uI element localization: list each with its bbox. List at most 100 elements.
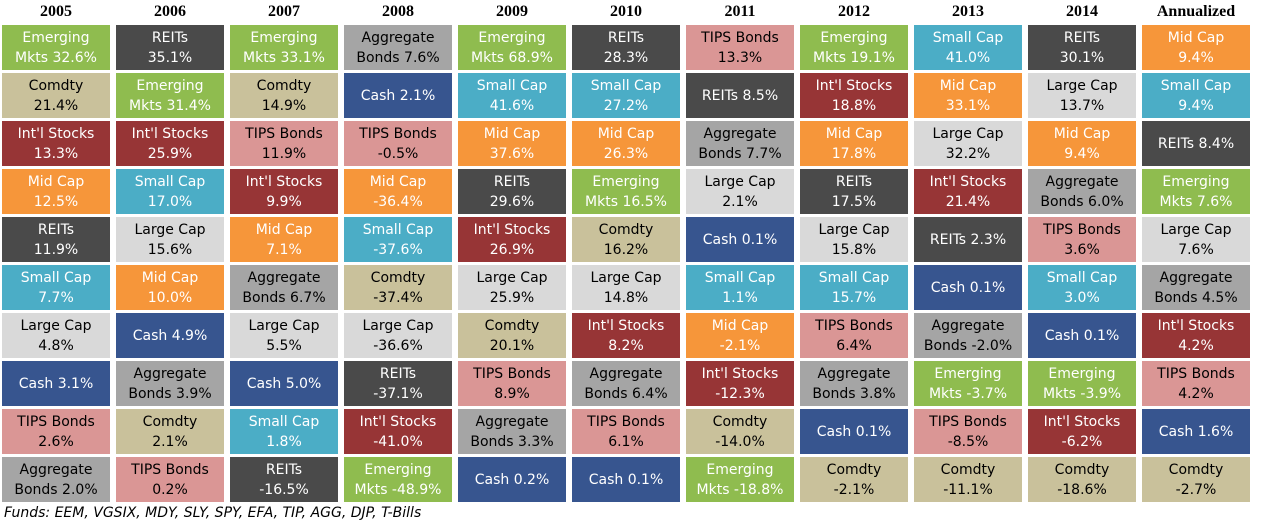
return-cell: Comdty -18.6% [1028, 457, 1136, 502]
return-cell: Large Cap 7.6% [1142, 217, 1250, 262]
return-cell: Aggregate Bonds 7.7% [686, 121, 794, 166]
return-cell: Aggregate Bonds 2.0% [2, 457, 110, 502]
return-cell: Cash 0.2% [458, 457, 566, 502]
column-header-2014: 2014 [1066, 3, 1098, 20]
return-cell: Large Cap 15.6% [116, 217, 224, 262]
return-cell: Cash 0.1% [800, 409, 908, 454]
return-cell: TIPS Bonds 13.3% [686, 25, 794, 70]
return-cell: Small Cap 27.2% [572, 73, 680, 118]
return-cell: Aggregate Bonds 6.4% [572, 361, 680, 406]
column-header-2013: 2013 [952, 3, 984, 20]
column-header-2005: 2005 [40, 3, 72, 20]
return-cell: Mid Cap 12.5% [2, 169, 110, 214]
return-cell: Mid Cap 17.8% [800, 121, 908, 166]
return-cell: Emerging Mkts 19.1% [800, 25, 908, 70]
return-cell: Comdty -37.4% [344, 265, 452, 310]
column-header-annualized: Annualized [1156, 3, 1236, 20]
return-cell: Comdty 16.2% [572, 217, 680, 262]
return-cell: Cash 0.1% [686, 217, 794, 262]
column-header-2007: 2007 [268, 3, 300, 20]
return-cell: Mid Cap -2.1% [686, 313, 794, 358]
return-cell: Emerging Mkts 33.1% [230, 25, 338, 70]
return-cell: Comdty -14.0% [686, 409, 794, 454]
return-cell: REITs 17.5% [800, 169, 908, 214]
return-cell: REITs -37.1% [344, 361, 452, 406]
return-cell: Int'l Stocks 13.3% [2, 121, 110, 166]
return-cell: Emerging Mkts 32.6% [2, 25, 110, 70]
return-cell: Emerging Mkts 31.4% [116, 73, 224, 118]
return-cell: Emerging Mkts -3.9% [1028, 361, 1136, 406]
return-cell: Aggregate Bonds 3.3% [458, 409, 566, 454]
column-header-2011: 2011 [724, 3, 756, 20]
return-cell: Small Cap -37.6% [344, 217, 452, 262]
return-cell: Large Cap 2.1% [686, 169, 794, 214]
return-cell: TIPS Bonds 6.1% [572, 409, 680, 454]
return-cell: Cash 4.9% [116, 313, 224, 358]
return-cell: Small Cap 9.4% [1142, 73, 1250, 118]
return-cell: Int'l Stocks 4.2% [1142, 313, 1250, 358]
return-cell: Mid Cap 37.6% [458, 121, 566, 166]
return-cell: Comdty 2.1% [116, 409, 224, 454]
return-cell: Large Cap 32.2% [914, 121, 1022, 166]
return-cell: Int'l Stocks 25.9% [116, 121, 224, 166]
return-cell: Emerging Mkts 16.5% [572, 169, 680, 214]
column-header-2012: 2012 [838, 3, 870, 20]
return-cell: Comdty 20.1% [458, 313, 566, 358]
return-cell: Comdty 21.4% [2, 73, 110, 118]
return-cell: Cash 0.1% [572, 457, 680, 502]
return-cell: Mid Cap 10.0% [116, 265, 224, 310]
return-cell: TIPS Bonds 0.2% [116, 457, 224, 502]
return-cell: TIPS Bonds 11.9% [230, 121, 338, 166]
return-cell: Mid Cap 26.3% [572, 121, 680, 166]
return-cell: TIPS Bonds 6.4% [800, 313, 908, 358]
return-cell: Cash 5.0% [230, 361, 338, 406]
return-cell: TIPS Bonds 8.9% [458, 361, 566, 406]
return-cell: Small Cap 7.7% [2, 265, 110, 310]
return-cell: REITs -16.5% [230, 457, 338, 502]
return-cell: Emerging Mkts 7.6% [1142, 169, 1250, 214]
return-cell: TIPS Bonds 2.6% [2, 409, 110, 454]
return-cell: Mid Cap 9.4% [1028, 121, 1136, 166]
return-cell: Cash 2.1% [344, 73, 452, 118]
column-header-2008: 2008 [382, 3, 414, 20]
return-cell: Cash 0.1% [1028, 313, 1136, 358]
return-cell: Comdty 14.9% [230, 73, 338, 118]
return-cell: Mid Cap 33.1% [914, 73, 1022, 118]
column-header-2010: 2010 [610, 3, 642, 20]
return-cell: Large Cap -36.6% [344, 313, 452, 358]
return-cell: Aggregate Bonds 6.0% [1028, 169, 1136, 214]
return-cell: Int'l Stocks -6.2% [1028, 409, 1136, 454]
return-cell: Aggregate Bonds -2.0% [914, 313, 1022, 358]
return-cell: Aggregate Bonds 3.9% [116, 361, 224, 406]
return-cell: Int'l Stocks 26.9% [458, 217, 566, 262]
return-cell: Small Cap 15.7% [800, 265, 908, 310]
return-cell: TIPS Bonds 3.6% [1028, 217, 1136, 262]
return-cell: Aggregate Bonds 6.7% [230, 265, 338, 310]
return-cell: Emerging Mkts -3.7% [914, 361, 1022, 406]
return-cell: Large Cap 4.8% [2, 313, 110, 358]
return-cell: TIPS Bonds -0.5% [344, 121, 452, 166]
return-cell: REITs 28.3% [572, 25, 680, 70]
return-cell: Large Cap 5.5% [230, 313, 338, 358]
return-cell: Comdty -11.1% [914, 457, 1022, 502]
return-cell: Small Cap 1.1% [686, 265, 794, 310]
return-cell: Small Cap 41.0% [914, 25, 1022, 70]
return-cell: Int'l Stocks 18.8% [800, 73, 908, 118]
return-cell: REITs 8.5% [686, 73, 794, 118]
return-cell: Small Cap 17.0% [116, 169, 224, 214]
return-cell: Int'l Stocks -12.3% [686, 361, 794, 406]
return-cell: Large Cap 13.7% [1028, 73, 1136, 118]
return-cell: Cash 1.6% [1142, 409, 1250, 454]
column-header-2006: 2006 [154, 3, 186, 20]
return-cell: Small Cap 41.6% [458, 73, 566, 118]
return-cell: REITs 30.1% [1028, 25, 1136, 70]
return-cell: TIPS Bonds -8.5% [914, 409, 1022, 454]
funds-footnote: Funds: EEM, VGSIX, MDY, SLY, SPY, EFA, T… [4, 505, 422, 521]
return-cell: Cash 3.1% [2, 361, 110, 406]
return-cell: Large Cap 14.8% [572, 265, 680, 310]
return-cell: Large Cap 25.9% [458, 265, 566, 310]
return-cell: Aggregate Bonds 3.8% [800, 361, 908, 406]
return-cell: Small Cap 3.0% [1028, 265, 1136, 310]
return-cell: REITs 35.1% [116, 25, 224, 70]
return-cell: Cash 0.1% [914, 265, 1022, 310]
